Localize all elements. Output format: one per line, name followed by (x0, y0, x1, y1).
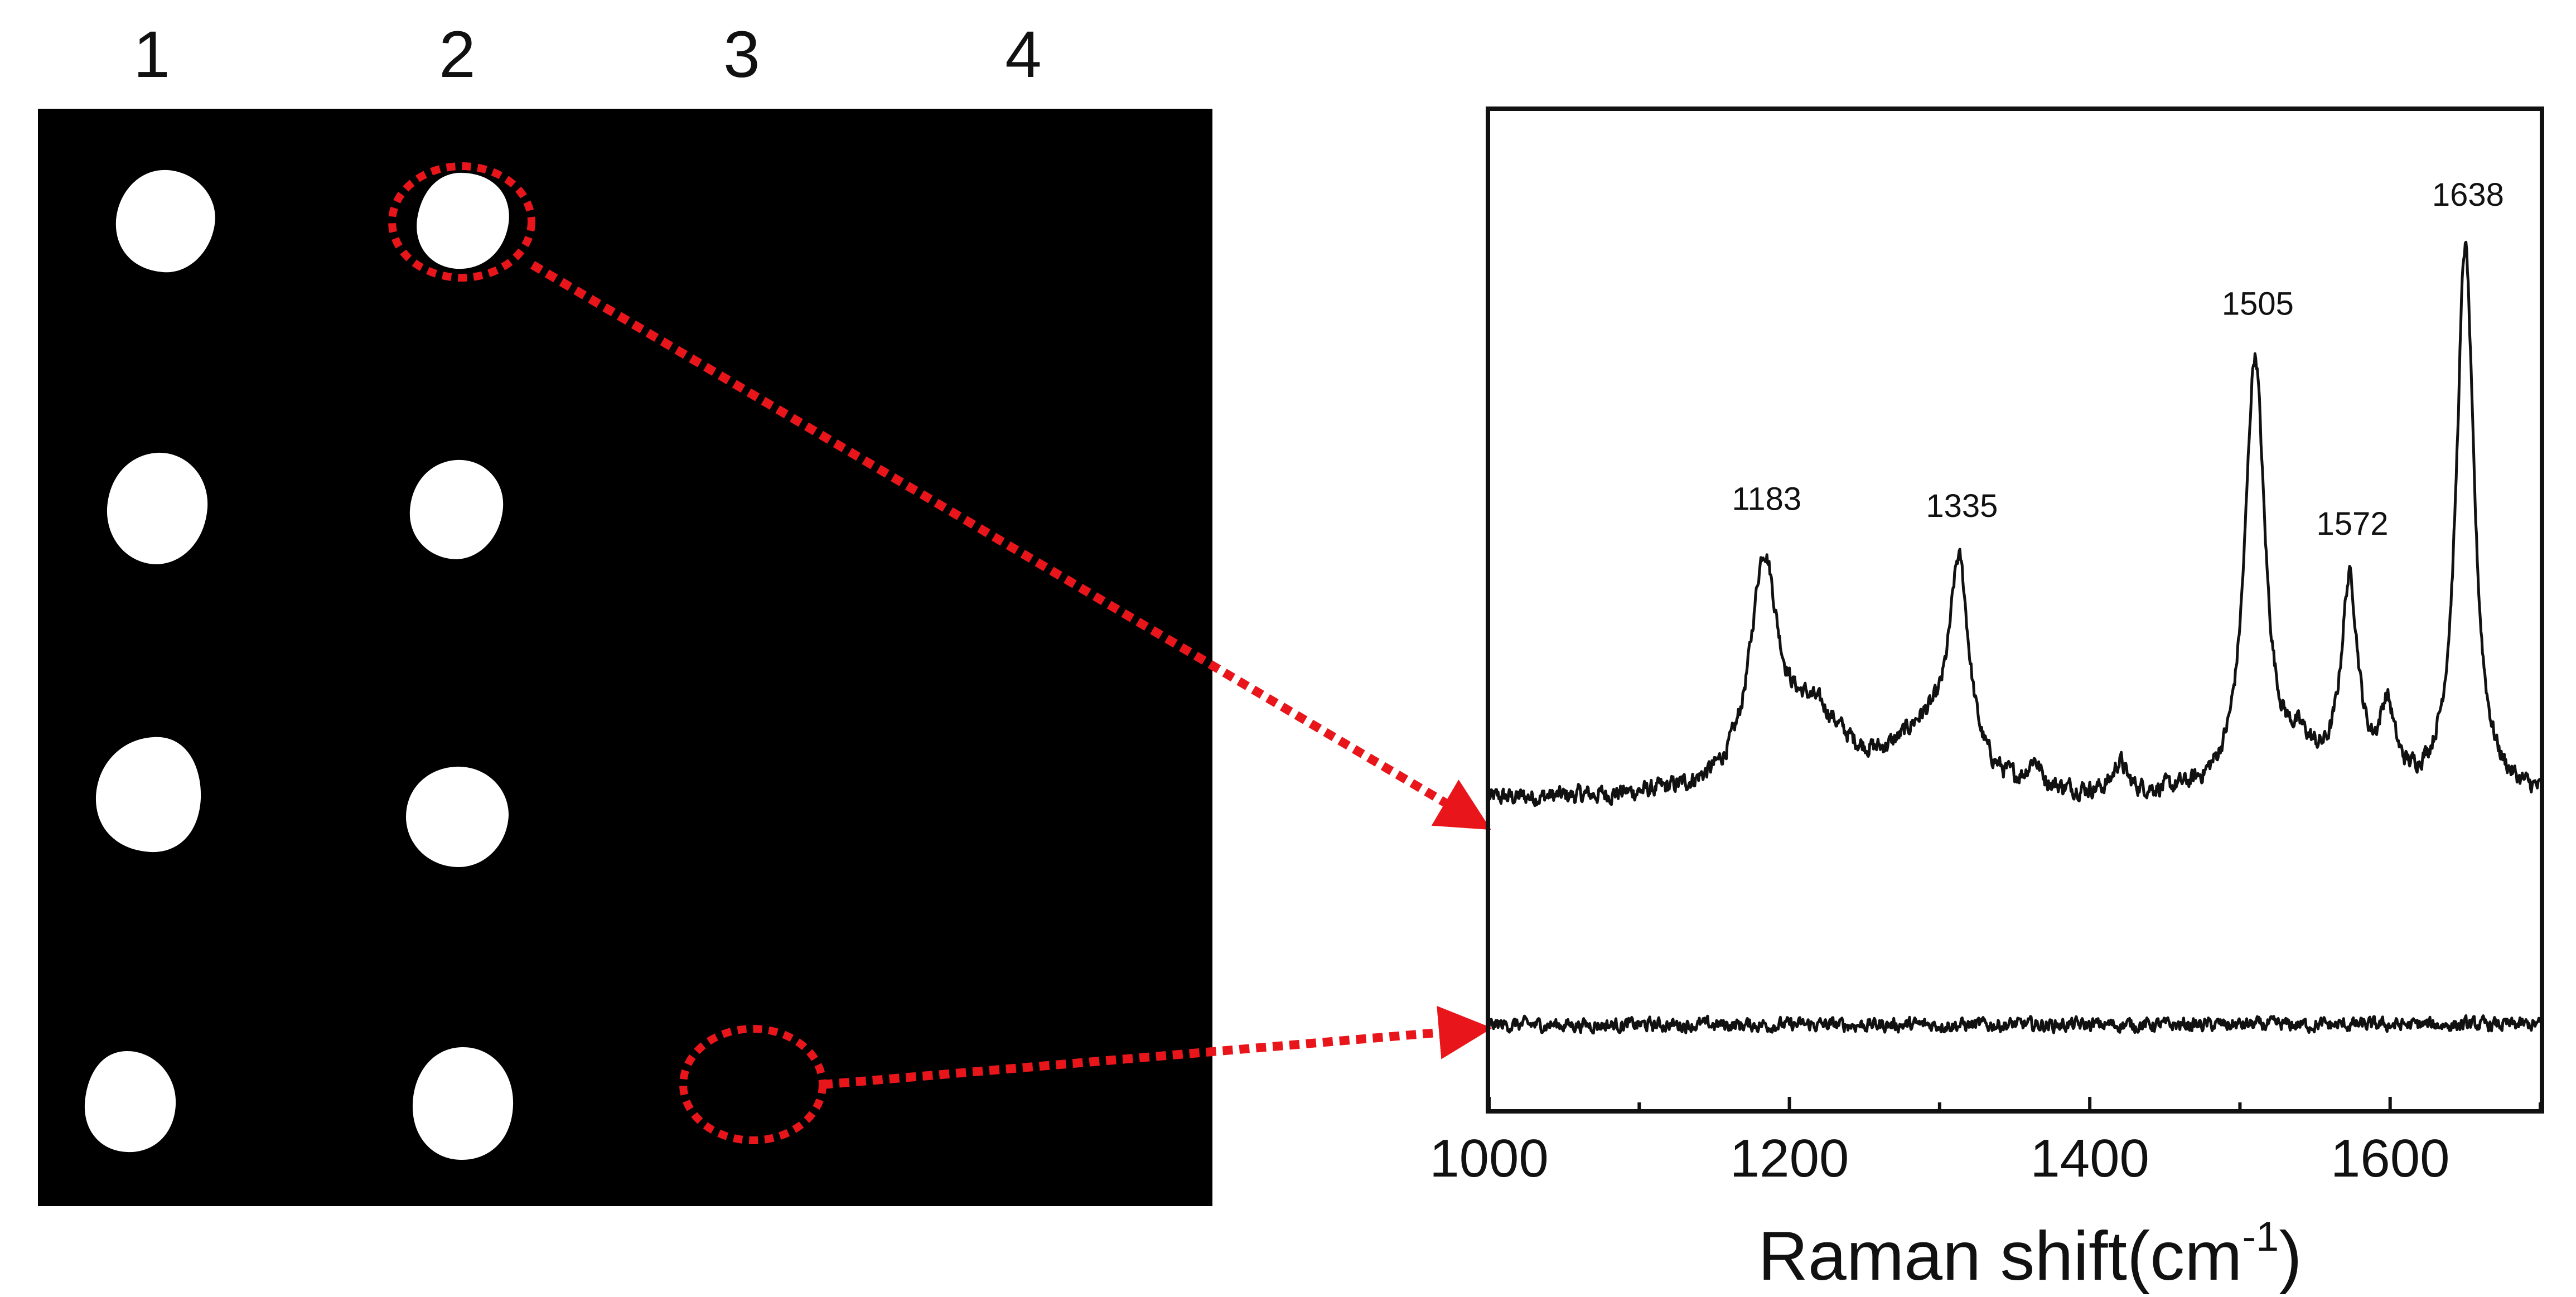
column-label-2: 2 (439, 18, 476, 91)
spectrum-lines (1487, 240, 2542, 1035)
x-tick-label: 1000 (1429, 1129, 1549, 1188)
spot-r1-c2 (417, 172, 509, 269)
peak-labels: 1183 1335 1505 1572 1638 (1732, 177, 2503, 542)
x-tick-label: 1600 (2331, 1129, 2450, 1188)
spot-r1-c1 (115, 170, 215, 273)
x-tick-labels: 1000 1200 1400 1600 (1429, 1129, 2449, 1188)
raman-spectrum-chart: 1000 1200 1400 1600 1183 1335 1505 1572 1638 Ra… (1429, 107, 2544, 1295)
spot-r3-c1 (95, 737, 201, 853)
spot-r3-c2 (406, 766, 509, 867)
x-axis-ticks (1487, 1097, 2542, 1111)
array-background (38, 109, 1212, 1206)
peak-label: 1335 (1926, 488, 1998, 524)
spot-array-panel (38, 109, 1212, 1206)
peak-label: 1505 (2222, 286, 2294, 322)
spot-r2-c1 (107, 452, 208, 564)
spot-r2-c2 (409, 459, 504, 559)
x-axis-title: Raman shift(cm-1) (1758, 1213, 2302, 1295)
x-tick-label: 1400 (2030, 1129, 2149, 1188)
x-tick-label: 1200 (1730, 1129, 1849, 1188)
spot-r4-c1 (84, 1051, 176, 1153)
column-label-4: 4 (1005, 18, 1042, 91)
peak-label: 1183 (1732, 481, 1801, 517)
spot-r4-c2 (412, 1047, 514, 1160)
column-label-3: 3 (723, 18, 760, 91)
plot-frame (1486, 107, 2544, 1114)
lower-spectrum-line (1487, 1014, 2542, 1035)
peak-label: 1638 (2432, 177, 2504, 213)
arrow-to-lower-spectrum (822, 1005, 1492, 1089)
peak-label: 1572 (2316, 506, 2388, 542)
upper-spectrum-line (1487, 240, 2541, 807)
column-label-1: 1 (133, 18, 170, 91)
highlight-circle-spot-r1-c2 (388, 162, 535, 282)
